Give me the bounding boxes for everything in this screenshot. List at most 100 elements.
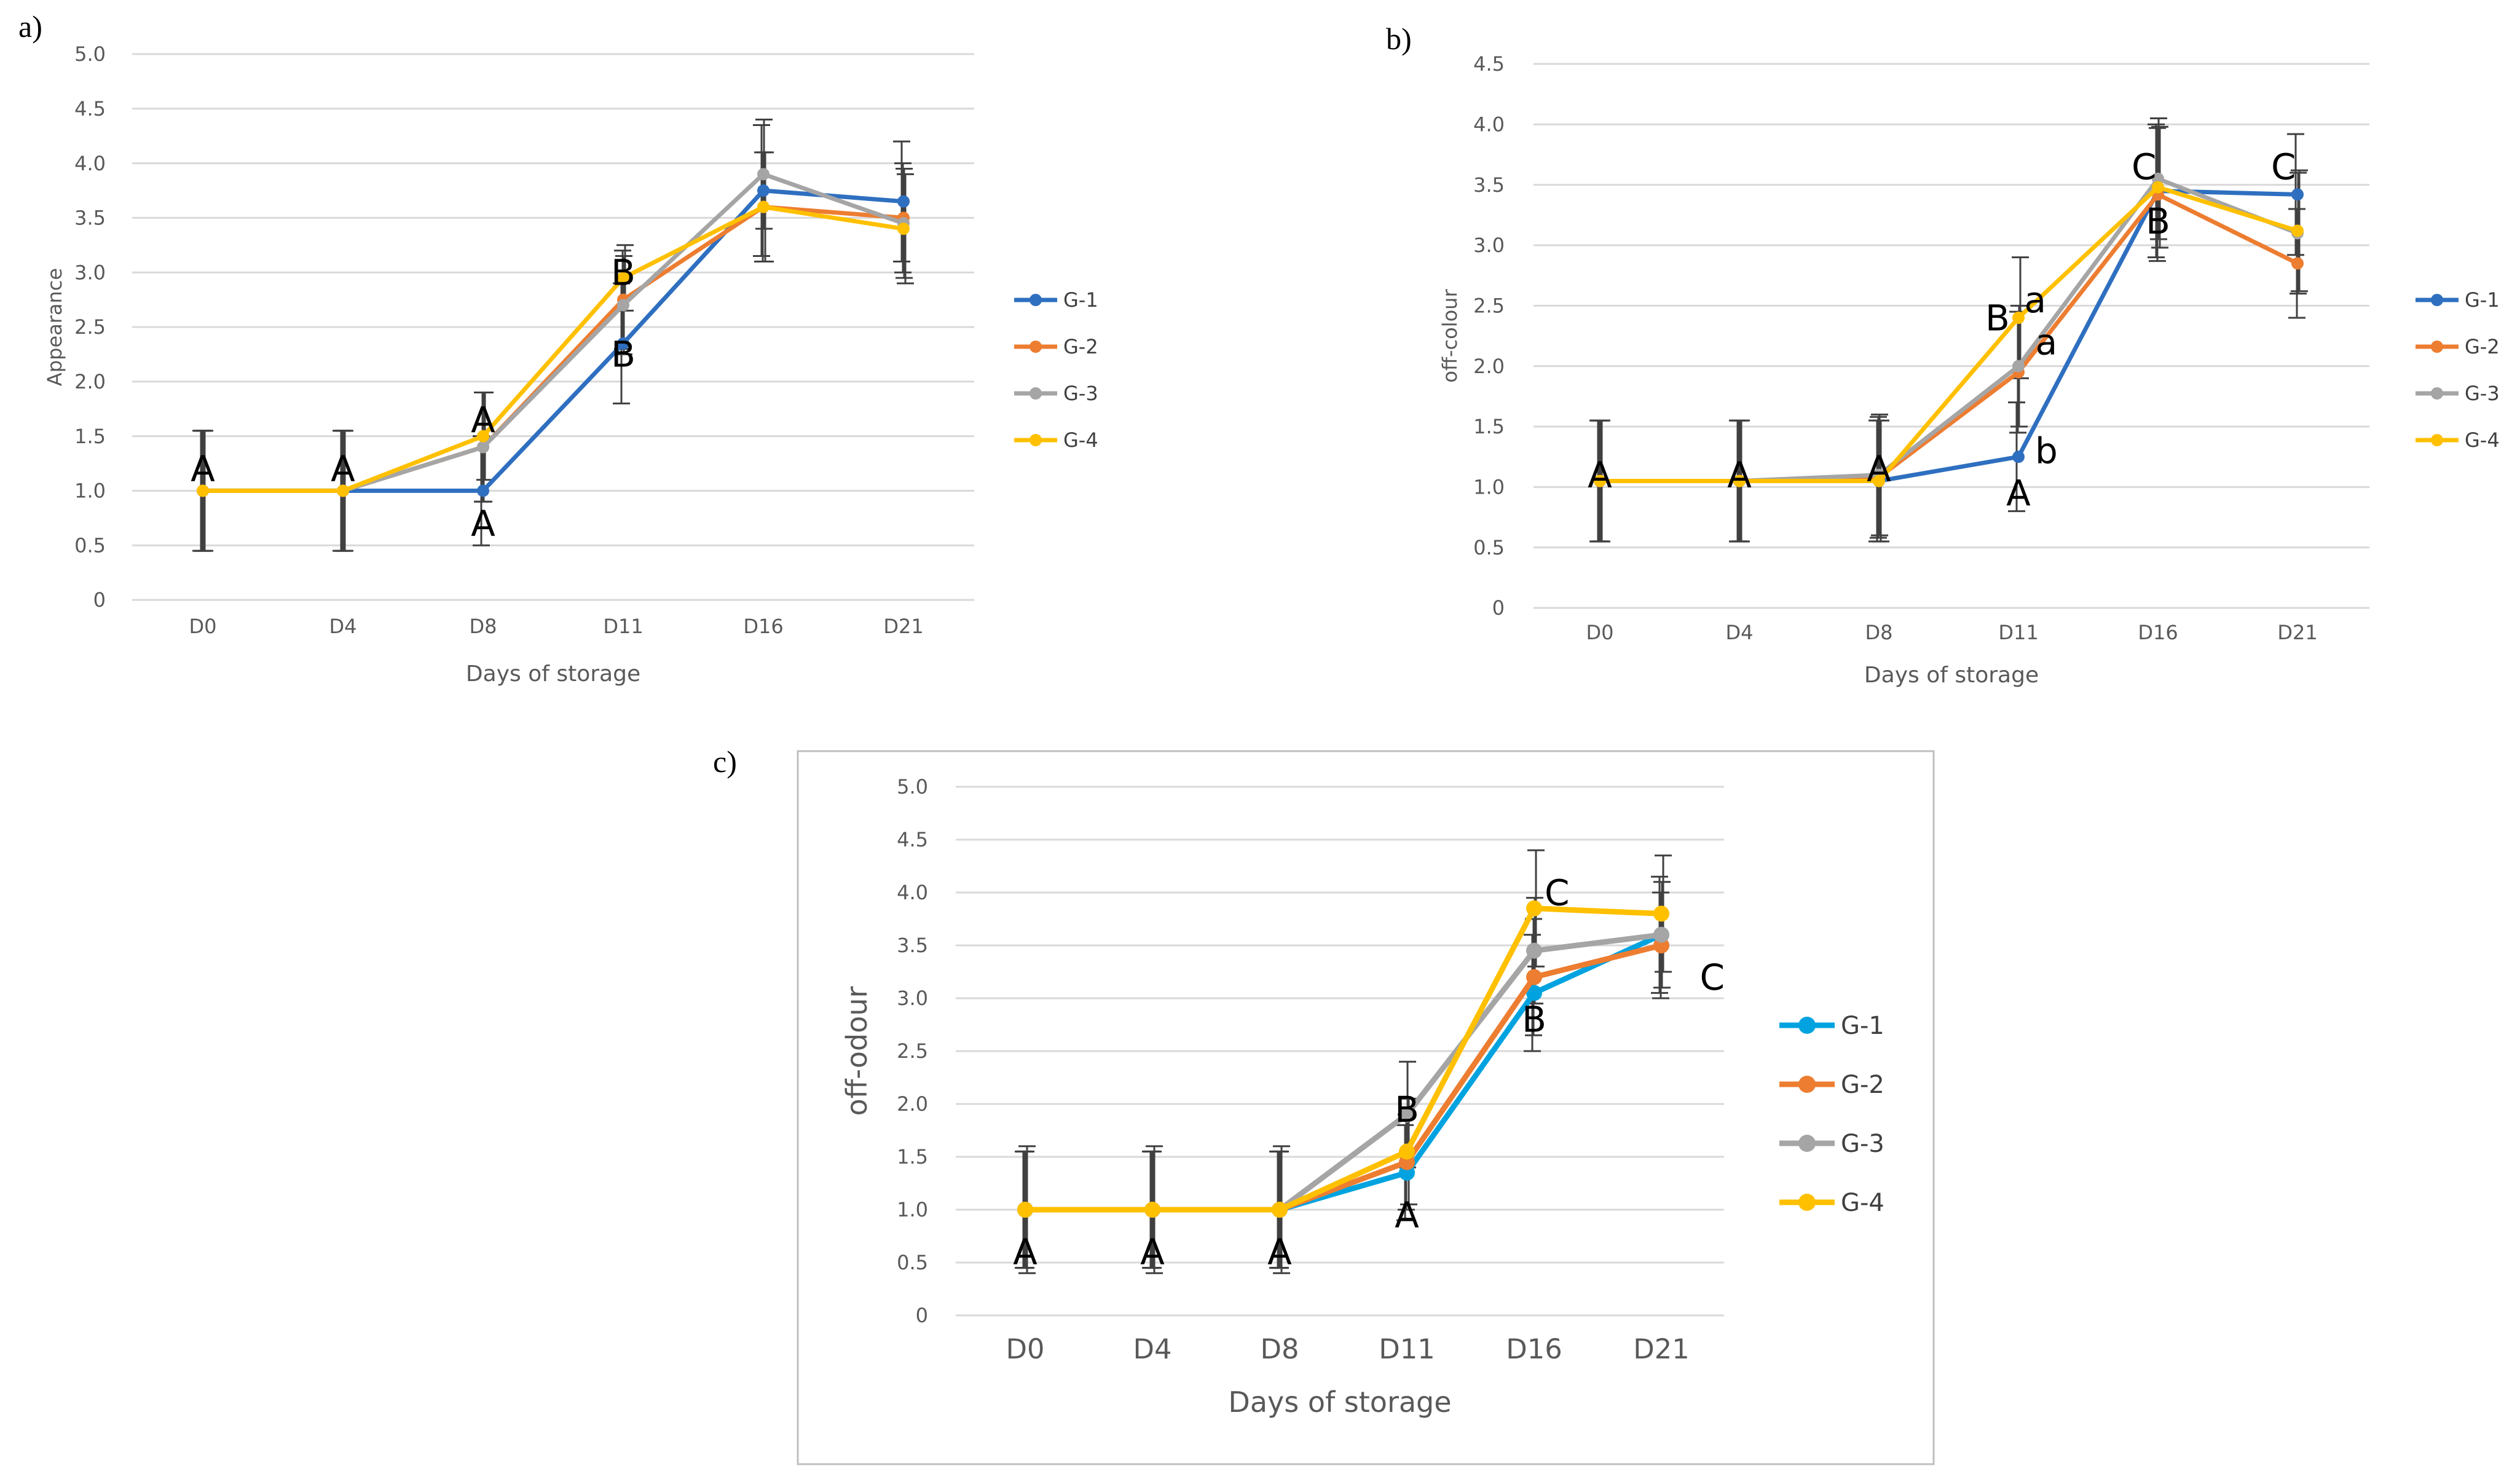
significance-letter: a (2036, 321, 2058, 363)
series-line-g-4 (1600, 185, 2299, 483)
panel-label: b) (1386, 22, 1412, 56)
legend-label: G-3 (2465, 382, 2500, 405)
chart-a: a) 0 0.5 1.0 1.5 2.0 2.5 3.0 3.5 4.0 4.5 5.0 D0 D4 D8 D… (18, 9, 1098, 687)
legend-marker (1030, 294, 1042, 306)
series-line-g-2 (1600, 192, 2299, 483)
data-point (2012, 360, 2025, 372)
significance-letter: A (1395, 1194, 1419, 1236)
y-tick-label: 2.0 (1473, 355, 1505, 378)
legend: G-1 G-2 G-3 G-4 (2416, 288, 2500, 452)
y-tick-label: 0.5 (897, 1251, 928, 1274)
y-tick-label: 1.0 (74, 479, 106, 503)
significance-letter: A (331, 448, 355, 490)
significance-letter: A (471, 503, 495, 545)
y-tick-label: 5.0 (74, 42, 106, 66)
legend-label: G-2 (2465, 335, 2500, 358)
legend-label: G-4 (1063, 428, 1098, 452)
series-line-g-4 (1025, 905, 1662, 1213)
data-point (197, 484, 209, 497)
y-tick-label: 2.0 (897, 1092, 928, 1116)
data-point (1144, 1202, 1160, 1218)
y-tick-label: 3.0 (897, 987, 928, 1010)
x-tick-label: D8 (470, 615, 497, 638)
significance-letter: C (2132, 146, 2157, 187)
y-axis-label: off-odour (840, 986, 873, 1116)
significance-letter: a (2024, 279, 2046, 321)
data-point (1272, 1202, 1288, 1218)
data-point (2012, 451, 2025, 463)
significance-letter: C (1545, 872, 1570, 913)
significance-letter: A (471, 399, 495, 441)
significance-letter: A (191, 448, 215, 490)
data-point (1399, 1106, 1415, 1123)
significance-letter: A (2006, 472, 2031, 514)
y-tick-label: 4.5 (74, 97, 106, 120)
y-tick-label: 4.0 (1473, 113, 1505, 136)
data-point (477, 441, 489, 454)
data-point (1733, 475, 1746, 487)
legend-label: G-3 (1841, 1130, 1884, 1158)
significance-letter: A (1267, 1231, 1292, 1273)
y-tick-label: 0.5 (1473, 536, 1505, 559)
legend-marker (1798, 1194, 1816, 1211)
data-point (617, 272, 629, 285)
x-axis-label: Days of storage (1864, 663, 2039, 688)
x-tick-label: D11 (603, 615, 643, 638)
data-point (897, 195, 910, 208)
legend: G-1 G-2 G-3 G-4 (1779, 1012, 1884, 1217)
legend-marker (1798, 1017, 1816, 1034)
significance-letter: A (1727, 454, 1752, 496)
y-tick-label: 2.5 (897, 1039, 928, 1063)
y-tick-label: 1.5 (1473, 415, 1505, 438)
data-point (757, 168, 770, 181)
legend-label: G-3 (1063, 382, 1098, 405)
y-tick-label: 3.5 (74, 207, 106, 230)
significance-letter: A (1867, 448, 1891, 490)
x-tick-label: D16 (743, 615, 783, 638)
legend-label: G-2 (1063, 335, 1098, 358)
y-tick-label: 1.5 (74, 425, 106, 448)
legend-label: G-2 (1841, 1071, 1884, 1099)
legend-label: G-1 (1841, 1012, 1884, 1040)
legend: G-1 G-2 G-3 G-4 (1014, 288, 1098, 452)
x-tick-label: D8 (1865, 621, 1893, 644)
y-tick-label: 1.0 (897, 1198, 928, 1221)
legend-marker (2431, 434, 2443, 446)
series-line-g-1 (1025, 932, 1663, 1213)
x-tick-label: D0 (1586, 621, 1614, 644)
data-point (757, 184, 770, 197)
y-tick-label: 3.5 (897, 934, 928, 957)
x-tick-label: D11 (1998, 621, 2038, 644)
x-tick-label: D11 (1379, 1333, 1435, 1365)
significance-letter: C (2271, 146, 2296, 187)
data-point (477, 430, 489, 443)
x-tick-label: D21 (2277, 621, 2317, 644)
data-point (2152, 172, 2164, 185)
data-point (1526, 985, 1542, 1001)
legend-label: G-4 (1841, 1189, 1884, 1217)
data-point (897, 223, 910, 235)
significance-letter: B (611, 252, 636, 294)
significance-letter: C (1700, 956, 1725, 998)
significance-letter: b (2035, 430, 2058, 472)
legend-marker (1030, 341, 1042, 353)
panel-label: c) (713, 744, 737, 779)
legend-marker (1798, 1135, 1816, 1152)
x-axis-label: Days of storage (466, 661, 640, 687)
series-line-g-1 (1600, 189, 2298, 483)
significance-letter: B (611, 334, 636, 376)
x-tick-label: D21 (1633, 1333, 1690, 1365)
data-point (1653, 905, 1669, 922)
x-tick-label: D4 (1726, 621, 1754, 644)
data-point (1399, 1143, 1415, 1160)
series-line-g-1 (203, 188, 904, 493)
y-tick-label: 2.0 (74, 370, 106, 393)
data-point (1873, 475, 1885, 487)
y-tick-label: 2.5 (74, 315, 106, 339)
series-line-g-4 (203, 205, 904, 493)
x-tick-label: D0 (189, 615, 217, 638)
significance-letter: B (1395, 1089, 1419, 1130)
data-point (617, 299, 629, 312)
data-point (1653, 926, 1669, 943)
